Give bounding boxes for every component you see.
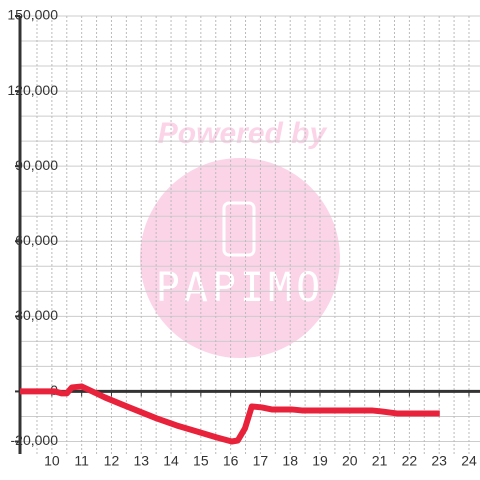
y-tick-label: 60,000 <box>15 232 58 248</box>
y-tick-label: -20,000 <box>11 432 59 448</box>
x-tick-label: 23 <box>431 453 447 469</box>
y-tick-label: 120,000 <box>7 82 58 98</box>
x-tick-label: 20 <box>342 453 358 469</box>
x-tick-label: 19 <box>312 453 328 469</box>
x-tick-label: 10 <box>44 453 60 469</box>
x-tick-label: 15 <box>193 453 209 469</box>
x-tick-label: 12 <box>104 453 120 469</box>
x-tick-label: 24 <box>461 453 477 469</box>
x-tick-label: 22 <box>402 453 418 469</box>
watermark-logo: PAPIMO <box>156 265 325 311</box>
x-tick-label: 21 <box>372 453 388 469</box>
x-tick-label: 14 <box>163 453 179 469</box>
x-tick-label: 13 <box>133 453 149 469</box>
y-tick-label: 90,000 <box>15 157 58 173</box>
y-tick-label: 150,000 <box>7 7 58 23</box>
x-tick-label: 16 <box>223 453 239 469</box>
x-tick-label: 18 <box>282 453 298 469</box>
x-tick-label: 11 <box>74 453 89 469</box>
watermark-icon <box>222 201 256 257</box>
data-line <box>20 383 440 445</box>
x-tick-label: 17 <box>253 453 269 469</box>
y-tick-label: 30,000 <box>15 307 58 323</box>
watermark-text: Powered by <box>158 117 328 150</box>
watermark-circle <box>140 158 340 358</box>
